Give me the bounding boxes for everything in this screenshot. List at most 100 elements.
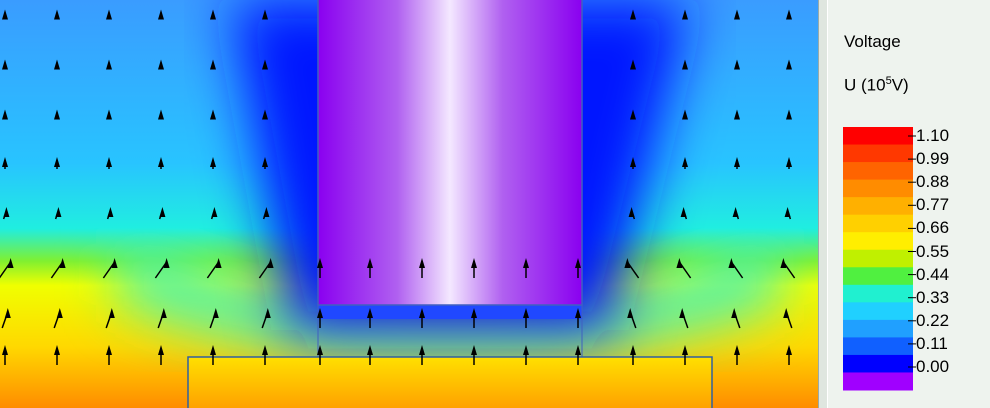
arrow-head	[2, 9, 8, 20]
arrow-head	[786, 59, 792, 70]
arrow-head	[734, 109, 740, 120]
arrow-head	[158, 59, 164, 70]
arrow-head	[262, 59, 268, 70]
arrow-head	[682, 345, 688, 355]
arrow-head	[630, 59, 636, 70]
arrow-head	[54, 345, 60, 355]
unit-suffix: V)	[891, 75, 909, 95]
arrow-head	[786, 109, 792, 120]
arrow-head	[728, 258, 735, 268]
arrow-head	[419, 258, 425, 268]
arrow-head	[210, 59, 216, 70]
arrow-head	[159, 207, 166, 217]
arrow-head	[158, 109, 164, 120]
arrow-head	[163, 258, 170, 268]
arrow-head	[682, 59, 688, 70]
arrow-head	[158, 345, 164, 355]
arrow-head	[106, 345, 112, 355]
color-band	[843, 127, 913, 146]
arrow-head	[630, 345, 636, 355]
arrow-head	[317, 258, 323, 268]
arrow-head	[2, 109, 8, 120]
unit-prefix: U (10	[844, 75, 886, 95]
arrow-head	[262, 9, 268, 20]
arrow-head	[108, 308, 115, 318]
arrow-head	[784, 207, 791, 217]
arrow-head	[630, 9, 636, 20]
arrow-head	[107, 207, 114, 217]
arrows	[0, 9, 796, 365]
arrow-head	[262, 109, 268, 120]
arrow-head	[523, 308, 529, 318]
legend-unit: U (105V)	[844, 75, 909, 96]
arrow-head	[630, 109, 636, 120]
arrow-head	[55, 207, 62, 217]
arrow-head	[264, 308, 271, 318]
arrow-head	[731, 308, 738, 318]
separator	[818, 0, 828, 408]
level-label: 0.44	[916, 264, 950, 284]
arrow-head	[158, 9, 164, 20]
color-band	[843, 197, 913, 216]
arrow-head	[210, 345, 216, 355]
arrow-head	[682, 157, 688, 167]
arrow-head	[523, 258, 529, 268]
color-band	[843, 232, 913, 251]
arrow-head	[54, 9, 60, 20]
level-label: 0.22	[916, 310, 950, 330]
electrode-outline	[317, 0, 583, 306]
arrow-head	[317, 345, 323, 355]
arrow-head	[106, 157, 112, 167]
arrow-head	[471, 345, 477, 355]
arrow-head	[624, 258, 631, 268]
arrow-head	[211, 207, 218, 217]
arrow-head	[575, 345, 581, 355]
field-plot	[0, 0, 818, 408]
arrow-head	[682, 109, 688, 120]
arrow-head	[210, 9, 216, 20]
legend: Voltage U (105V) 1.10 0.99 0.88 0.77 0.66 0.5…	[828, 0, 990, 408]
level-label: 0.77	[916, 195, 950, 215]
arrow-head	[212, 308, 219, 318]
color-band	[843, 372, 913, 391]
arrow-head	[4, 308, 11, 318]
electrode-edge	[318, 305, 582, 319]
color-band	[843, 284, 913, 303]
arrow-head	[262, 157, 268, 167]
color-band	[843, 214, 913, 233]
arrow-head	[210, 109, 216, 120]
arrow-head	[679, 308, 686, 318]
color-band	[843, 354, 913, 373]
arrow-head	[54, 157, 60, 167]
level-label: 0.99	[916, 149, 950, 169]
arrow-head	[734, 345, 740, 355]
arrow-head	[783, 308, 790, 318]
arrow-head	[2, 157, 8, 167]
color-band	[843, 302, 913, 321]
arrow-head	[3, 207, 10, 217]
arrow-head	[59, 258, 66, 268]
arrow-head	[56, 308, 63, 318]
arrow-head	[267, 258, 274, 268]
arrow-head	[734, 157, 740, 167]
color-band	[843, 249, 913, 268]
arrow-head	[676, 258, 683, 268]
arrow-head	[732, 207, 739, 217]
arrow-head	[160, 308, 167, 318]
arrow-head	[106, 9, 112, 20]
arrow-head	[575, 258, 581, 268]
unit-exponent: 5	[885, 75, 892, 87]
arrow-head	[367, 345, 373, 355]
arrow-head	[106, 59, 112, 70]
arrow-head	[628, 207, 635, 217]
arrow-head	[419, 345, 425, 355]
arrow-head	[575, 308, 581, 318]
arrow-head	[630, 157, 636, 167]
arrow-head	[419, 308, 425, 318]
arrow-head	[7, 258, 14, 268]
color-band	[843, 144, 913, 163]
arrow-head	[2, 345, 8, 355]
arrow-head	[367, 308, 373, 318]
arrow-head	[158, 157, 164, 167]
